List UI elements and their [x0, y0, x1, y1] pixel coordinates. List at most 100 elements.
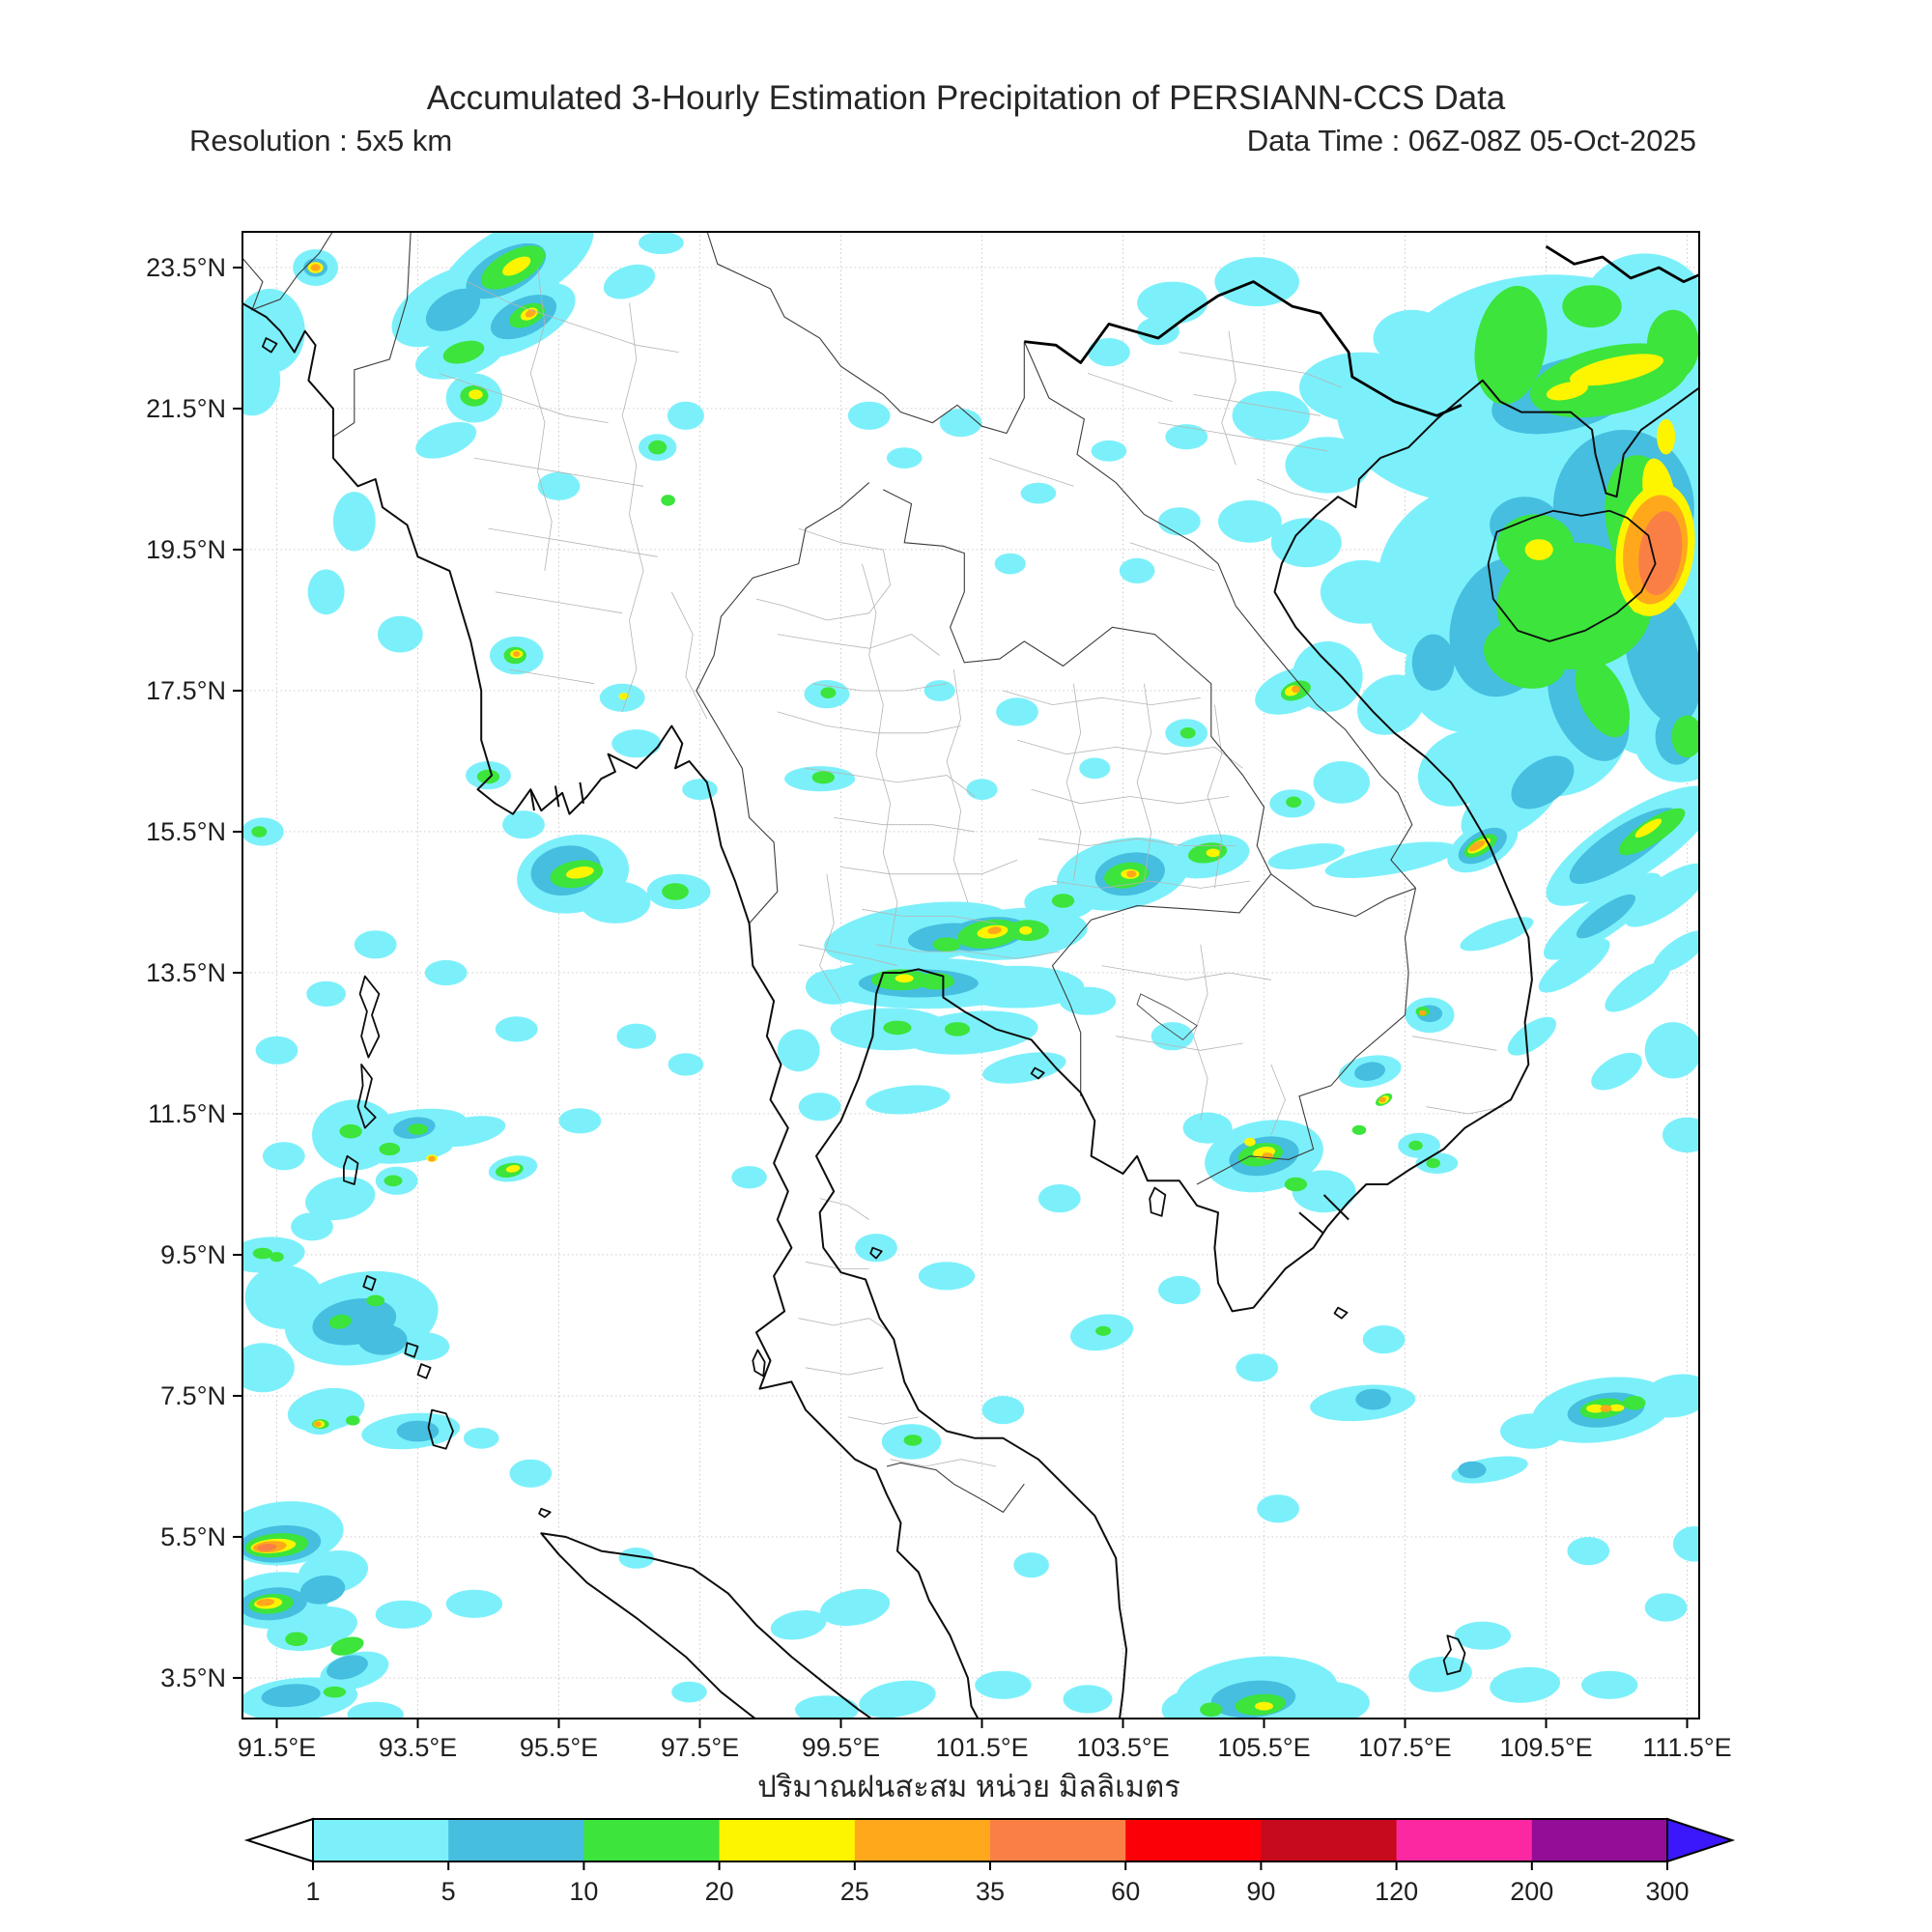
precip-blob-c10	[384, 1175, 403, 1187]
colorbar-tick-label: 60	[1111, 1877, 1140, 1906]
precip-blob-c5	[299, 1575, 346, 1605]
precip-blob-c25	[1468, 839, 1486, 852]
precip-blob-c25	[1292, 685, 1300, 694]
precip-blob-c1	[994, 553, 1026, 575]
precip-blob-c1	[509, 1459, 553, 1488]
precip-blob-c1	[966, 779, 998, 801]
unit-label-thai: ปริมาณฝนสะสม หน่วย มิลลิเมตร	[757, 1770, 1180, 1804]
precip-blob-c10	[339, 1123, 362, 1139]
precip-blob-c1	[777, 1029, 820, 1072]
precip-blob-c25	[1126, 870, 1137, 878]
precip-blob-c1	[1500, 1413, 1564, 1449]
precip-blob-c1	[847, 401, 891, 430]
lon-tick-label: 103.5°E	[1076, 1733, 1169, 1762]
precip-blob-c1	[603, 264, 656, 299]
map-frame	[242, 231, 1700, 1719]
precip-blob-c1	[502, 810, 545, 839]
precip-blob-c20	[1524, 539, 1553, 560]
precip-blob-c10	[1426, 1158, 1440, 1169]
precip-blob-c20	[469, 389, 483, 400]
precip-blob-c1	[981, 1396, 1025, 1425]
precip-blob-c1	[611, 729, 662, 758]
precip-blob-c1	[1624, 863, 1700, 927]
precip-blob-c1	[1408, 1656, 1472, 1692]
precip-blob-c1	[580, 881, 651, 923]
colorbar-tick-label: 35	[976, 1877, 1005, 1906]
precip-blob-c10	[408, 1123, 428, 1135]
precip-blob-c20	[1206, 848, 1221, 858]
precip-blob-c1	[424, 959, 468, 986]
precip-blob-c1	[291, 1212, 333, 1241]
colorbar-segment	[1531, 1819, 1668, 1861]
precip-blob-c1	[262, 1142, 305, 1171]
precip-blob-c10	[820, 687, 837, 698]
precip-blob-c1	[982, 1052, 1066, 1084]
precip-blob-c20	[1546, 381, 1588, 401]
precip-blob-c1	[1672, 1526, 1700, 1562]
precip-blob-c1	[618, 1548, 655, 1569]
precip-blob-c10	[1408, 1140, 1423, 1151]
colorbar-tick-label: 5	[441, 1877, 456, 1906]
precip-blob-c20	[1019, 925, 1033, 935]
precip-blob-c1	[1538, 938, 1610, 993]
precip-blob-c1	[1214, 257, 1299, 307]
lon-tick-label: 91.5°E	[238, 1733, 316, 1762]
precip-blob-c20	[618, 693, 629, 700]
colorbar-segment	[583, 1819, 721, 1861]
precip-blob-c1	[305, 1177, 376, 1221]
colorbar-tick-label: 20	[705, 1877, 734, 1906]
lat-tick-label: 17.5°N	[146, 676, 226, 705]
precip-blob-c20	[1255, 1701, 1273, 1711]
precip-blob-c1	[668, 1053, 704, 1076]
precip-blob-c10	[1671, 715, 1700, 758]
precip-blob-c1	[1270, 518, 1342, 568]
precip-blob-c5	[1354, 1062, 1385, 1081]
precip-blob-c1	[1605, 961, 1671, 1012]
data-time-label: Data Time : 06Z-08Z 05-Oct-2025	[1246, 124, 1696, 157]
colorbar-segment	[313, 1819, 449, 1861]
precip-blob-c1	[375, 1600, 433, 1629]
precip-blob-c10	[328, 1314, 352, 1329]
precip-blob-c1	[1417, 729, 1505, 807]
precip-blob-c1	[1460, 917, 1534, 952]
precip-blob-c1	[904, 1010, 1038, 1055]
precip-blob-c1	[795, 1695, 859, 1719]
precip-blob-c1	[918, 1262, 976, 1291]
precip-blob-c1	[1362, 1325, 1406, 1354]
precip-blob-c10	[1623, 1396, 1646, 1410]
colorbar-segment	[990, 1819, 1126, 1861]
lat-tick-label: 3.5°N	[160, 1663, 226, 1692]
precip-blob-c1	[866, 1085, 951, 1115]
precip-blob-c1	[347, 1701, 404, 1719]
precip-blob-c1	[1357, 674, 1425, 735]
resolution-label: Resolution : 5x5 km	[189, 124, 453, 157]
precip-blob-c10	[251, 826, 268, 838]
colorbar-segment	[854, 1819, 991, 1861]
lat-tick-label: 21.5°N	[146, 394, 226, 423]
precip-blob-c10	[1562, 285, 1622, 327]
precip-blob-c10	[270, 1252, 284, 1263]
lon-tick-label: 111.5°E	[1642, 1733, 1731, 1762]
precip-blob-c1	[354, 930, 397, 959]
precip-blob-c1	[495, 1016, 538, 1042]
precip-blob-c1	[975, 1670, 1032, 1699]
precip-blob-c1	[1581, 1670, 1638, 1699]
precipitation-map	[242, 231, 1700, 1719]
colorbar-segment	[1125, 1819, 1262, 1861]
precip-blob-c5	[1511, 755, 1575, 810]
precip-blob-c1	[1267, 843, 1345, 869]
lon-tick-label: 101.5°E	[935, 1733, 1028, 1762]
precip-blob-c10	[1483, 622, 1567, 689]
precip-blob-c1	[1151, 1022, 1194, 1051]
precip-blob-c1	[1653, 930, 1700, 973]
precip-blob-c1	[1119, 557, 1155, 583]
precip-blob-c1	[463, 1427, 499, 1449]
precip-blob-c10	[1051, 894, 1075, 908]
precip-blob-c5	[1411, 634, 1455, 691]
precip-blob-c10	[1286, 796, 1302, 809]
precip-blob-c20	[1634, 818, 1662, 838]
precip-blob-c10	[1179, 727, 1196, 739]
lat-tick-label: 13.5°N	[146, 958, 226, 987]
lon-tick-label: 93.5°E	[379, 1733, 457, 1762]
